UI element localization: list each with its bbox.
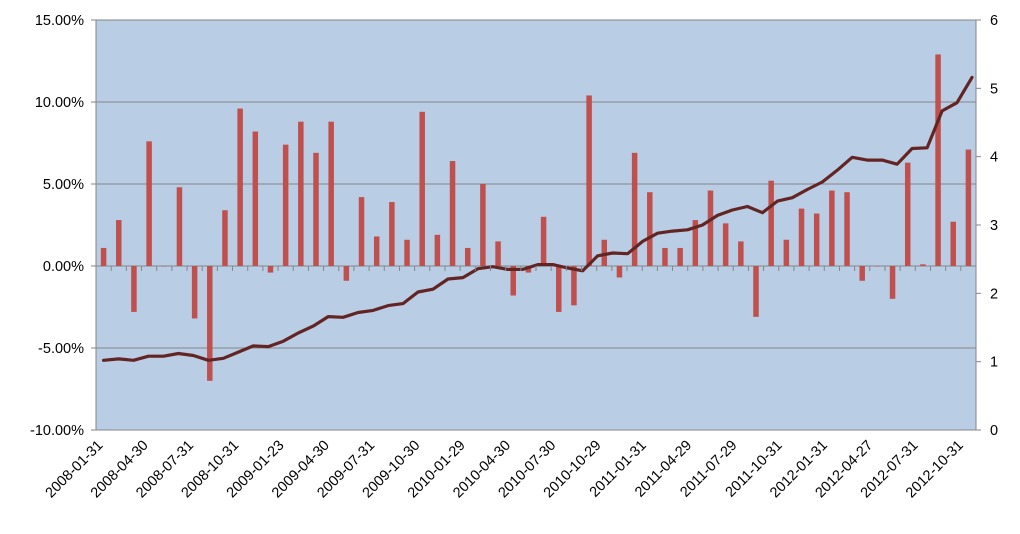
bar [935, 54, 941, 266]
bar [176, 187, 183, 266]
bar [449, 161, 456, 266]
bar [616, 266, 623, 278]
y-left-tick-label: 10.00% [35, 95, 84, 111]
bar [419, 111, 425, 266]
bar [343, 266, 350, 281]
y-right-tick-label: 5 [990, 81, 998, 97]
bar [889, 266, 896, 299]
bar-series [100, 54, 972, 381]
bar [100, 247, 107, 266]
y-right-tick-label: 6 [990, 13, 998, 29]
bar [313, 152, 319, 266]
y-left-tick-label: -10.00% [30, 423, 84, 439]
x-axis-labels: 2008-01-312008-04-302008-07-312008-10-31… [43, 437, 967, 501]
bar [146, 141, 152, 266]
y-left-tick-label: -5.00% [38, 341, 84, 357]
y-axis-right-labels: 0 1 2 3 4 5 6 [990, 13, 998, 439]
bar [434, 234, 441, 266]
y-left-tick-label: 0.00% [43, 259, 84, 275]
y-right-tick-label: 0 [990, 423, 998, 439]
bar [207, 266, 213, 381]
y-right-tick-label: 1 [990, 355, 998, 371]
axes [91, 19, 981, 431]
bar [904, 162, 911, 266]
bar [237, 108, 243, 266]
bar [298, 121, 304, 267]
bar [783, 239, 790, 266]
bar [373, 236, 380, 266]
plot-area [96, 20, 976, 430]
bar [753, 266, 759, 317]
bar [586, 95, 592, 266]
y-right-tick-label: 2 [990, 286, 998, 302]
series-line [101, 75, 974, 362]
bar [874, 266, 881, 267]
bar [556, 266, 562, 312]
line-series [101, 75, 974, 362]
bar [510, 266, 516, 296]
bar [540, 216, 547, 266]
bar [768, 180, 774, 266]
bar [404, 239, 410, 266]
y-axis-left-labels: -10.00% -5.00% 0.00% 5.00% 10.00% 15.00% [30, 13, 84, 439]
bar [692, 220, 699, 266]
y-right-tick-label: 3 [990, 218, 998, 234]
bar [722, 223, 729, 266]
bar [252, 131, 259, 266]
bar [358, 197, 365, 266]
bar [571, 266, 577, 306]
bar [389, 202, 395, 266]
bar [328, 121, 334, 267]
bar [282, 144, 289, 266]
bar [965, 149, 972, 266]
bar [707, 190, 714, 266]
bar [738, 241, 744, 266]
bar [495, 241, 501, 266]
bar [829, 190, 835, 266]
bar [844, 192, 850, 266]
bar [601, 239, 608, 266]
bar [950, 221, 956, 266]
bar [813, 213, 820, 266]
bar [191, 266, 198, 319]
bar [131, 266, 137, 312]
bar [920, 264, 926, 266]
bar [267, 266, 274, 273]
y-left-tick-label: 15.00% [35, 13, 84, 29]
y-right-tick-label: 4 [990, 150, 998, 166]
bar [480, 184, 486, 266]
bar [647, 192, 653, 266]
bar [464, 247, 471, 266]
y-left-tick-label: 5.00% [43, 177, 84, 193]
bar [631, 152, 638, 266]
bar [859, 266, 865, 281]
bar [116, 220, 122, 266]
bar [662, 247, 668, 266]
bar [161, 266, 168, 267]
bar [677, 247, 683, 266]
bar [222, 210, 228, 266]
bar [798, 208, 805, 266]
